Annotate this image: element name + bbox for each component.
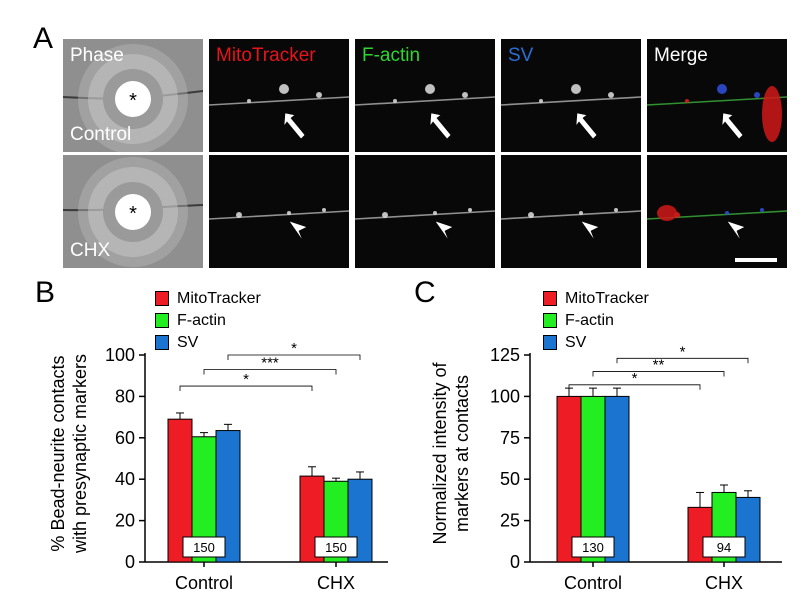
micrograph-control-col-2: MitoTracker [209,39,349,152]
significance-bracket [227,354,361,360]
significance-label: ** [653,357,665,374]
micrograph-control-col-3: F-actin [355,39,495,152]
micrograph-chx-col-3 [355,155,495,268]
significance-bracket [179,385,313,392]
arrowhead-icon [726,220,746,242]
n-box [182,536,226,558]
legend-panel-c: MitoTracker F-actin SV [543,289,743,359]
significance-bracket [203,369,337,375]
legend-label: F-actin [177,312,226,329]
legend-label: F-actin [565,312,614,329]
x-tick-label: CHX [317,573,355,592]
micrograph-image: * [63,157,203,267]
micrograph-chx-col-5 [647,155,787,268]
micrograph-control-col-5: Merge [647,39,787,152]
legend-label: SV [177,334,199,351]
legend-label: MitoTracker [565,290,649,307]
y-tick-label: 0 [125,552,135,572]
scale-bar [735,258,777,262]
condition-label: CHX [70,240,111,261]
legend-swatch [543,291,557,306]
micrograph-image [647,84,787,142]
legend-swatch [543,313,557,328]
arrow-icon [283,112,306,140]
channel-label: F-actin [362,45,421,66]
micrograph-chx-col-4 [501,155,641,268]
y-axis-label: with presynaptic markers [70,354,90,554]
micrograph-image [209,208,349,242]
panel-c-letter: C [414,276,436,309]
panel-a-letter: A [33,22,54,55]
legend-panel-b: MitoTracker F-actin SV [155,289,355,359]
y-tick-label: 20 [115,511,135,531]
micrograph-image [501,84,641,140]
micrograph-control-col-4: SV [501,39,641,152]
panel-b-letter: B [35,276,56,309]
n-box [314,536,358,558]
n-label: 130 [582,540,604,555]
n-label: 150 [193,540,215,555]
micrograph-image [355,208,495,242]
bead-marker: * [129,203,137,225]
micrograph-image [209,84,349,140]
y-tick-label: 60 [115,428,135,448]
n-box [702,536,746,558]
channel-label: SV [508,45,534,66]
condition-label: Control [70,124,132,145]
arrow-icon [721,112,744,140]
arrow-icon [429,112,452,140]
channel-label: Merge [654,45,708,66]
significance-bracket [592,371,725,377]
y-tick-label: 75 [500,428,520,448]
significance-label: * [291,340,297,357]
significance-label: * [632,370,638,387]
y-tick-label: 40 [115,469,135,489]
y-axis-label: Normalized intensity of [430,361,450,544]
n-box [571,536,615,558]
significance-bracket [568,384,701,390]
arrowhead-icon [434,220,454,242]
legend-label: SV [565,334,587,351]
micrograph-image: * [63,44,203,152]
y-tick-label: 50 [500,469,520,489]
chart-panel-b: 0 20 40 60 80 100 % Bead-neurite contacts with … [48,340,388,592]
legend-swatch [155,291,169,306]
legend-swatch [155,335,169,350]
x-tick-label: CHX [705,573,743,592]
significance-label: * [680,343,686,360]
micrograph-control-col-1: * Phase Control [63,39,203,152]
x-tick-label: Control [175,573,233,592]
n-label: 150 [325,540,347,555]
arrow-icon [575,112,598,140]
x-tick-label: Control [564,573,622,592]
legend-swatch [155,313,169,328]
legend-label: MitoTracker [177,290,261,307]
bead-marker: * [129,90,137,112]
y-tick-label: 100 [105,345,135,365]
arrowhead-icon [288,220,308,242]
micrograph-chx-col-1: * CHX [63,155,203,268]
legend-swatch [543,335,557,350]
y-tick-label: 80 [115,386,135,406]
micrograph-chx-col-2 [209,155,349,268]
y-tick-label: 25 [500,511,520,531]
micrograph-image [647,205,787,262]
channel-label: MitoTracker [216,45,316,66]
micrograph-image [501,208,641,242]
y-axis-label: markers at contacts [452,375,472,532]
y-tick-label: 0 [510,552,520,572]
significance-bracket [616,357,749,364]
y-tick-label: 125 [490,345,520,365]
significance-label: * [243,371,249,388]
y-tick-label: 100 [490,386,520,406]
micrograph-image [355,84,495,140]
arrowhead-icon [580,220,600,242]
n-label: 94 [717,540,731,555]
y-axis-label: % Bead-neurite contacts [48,355,68,551]
channel-label: Phase [70,45,124,66]
significance-label: *** [261,354,279,371]
